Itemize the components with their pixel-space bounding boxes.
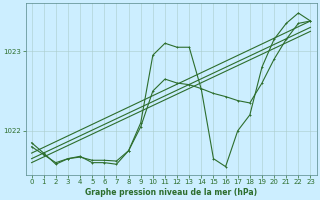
X-axis label: Graphe pression niveau de la mer (hPa): Graphe pression niveau de la mer (hPa) xyxy=(85,188,257,197)
